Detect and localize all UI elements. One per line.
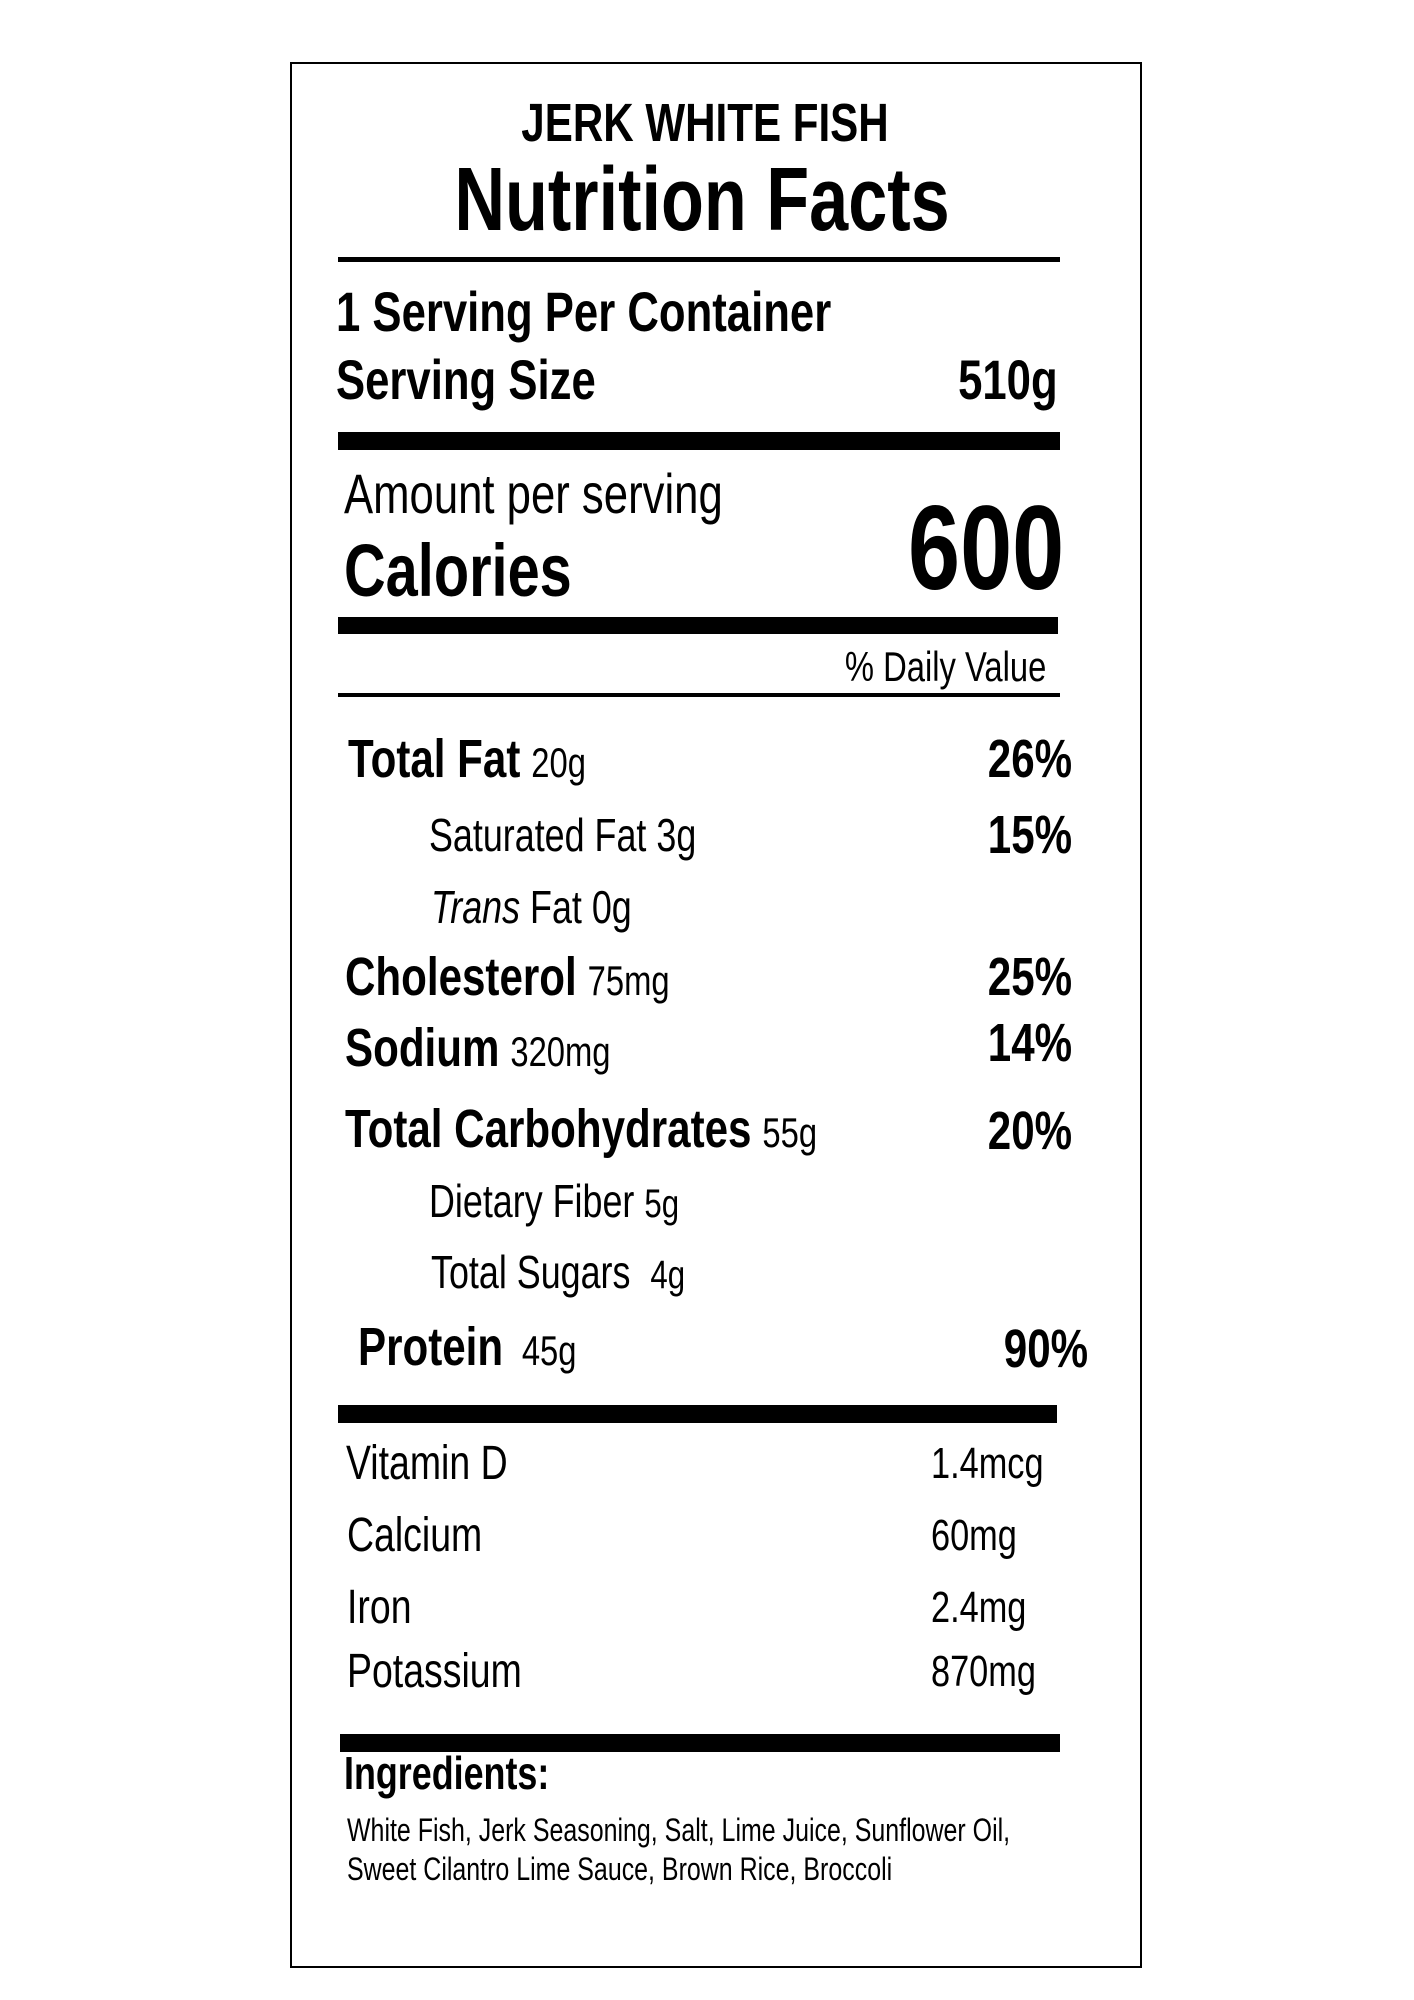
rule xyxy=(338,693,1060,697)
vitamin-amount: 870mg xyxy=(931,1647,1036,1696)
nutrient-row: Total Sugars 4g xyxy=(431,1249,685,1295)
serving-size-value: 510g xyxy=(958,348,1058,411)
nutrient-name: Dietary Fiber xyxy=(429,1175,635,1227)
vitamin-amount: 2.4mg xyxy=(931,1583,1027,1632)
vitamin-name: Iron xyxy=(347,1581,412,1634)
nutrient-row: Cholesterol 75mg xyxy=(345,950,670,1004)
nutrient-amount: 20g xyxy=(531,739,586,786)
nutrient-name: Cholesterol xyxy=(345,947,577,1007)
rule xyxy=(338,432,1060,450)
nutrient-dv: 15% xyxy=(987,805,1072,865)
nutrient-amount: 320mg xyxy=(510,1028,611,1075)
label-border xyxy=(290,62,1142,1968)
calories-value: 600 xyxy=(907,481,1064,615)
rule xyxy=(338,1405,1057,1423)
ingredients-label: Ingredients: xyxy=(344,1747,550,1799)
nutrient-amount: 75mg xyxy=(587,957,670,1004)
nutrient-row: Total Carbohydrates 55g xyxy=(345,1102,817,1156)
ingredients-line: Sweet Cilantro Lime Sauce, Brown Rice, B… xyxy=(347,1851,893,1887)
vitamin-name: Vitamin D xyxy=(346,1437,508,1490)
nutrient-name: Protein xyxy=(358,1317,504,1377)
nutrient-name: Total Carbohydrates xyxy=(345,1099,752,1159)
nutrient-name: Total Sugars xyxy=(431,1246,631,1298)
calories-label: Calories xyxy=(344,529,572,612)
rule xyxy=(338,617,1058,634)
nutrient-dv: 26% xyxy=(987,729,1072,789)
amount-per-serving: Amount per serving xyxy=(344,462,723,525)
nutrient-name: Total Fat xyxy=(348,729,521,789)
nutrient-amount: 3g xyxy=(656,809,697,861)
nutrient-name: Sodium xyxy=(345,1018,500,1078)
label-title: Nutrition Facts xyxy=(454,150,950,250)
nutrient-row: Dietary Fiber 5g xyxy=(429,1178,679,1224)
nutrient-dv: 25% xyxy=(987,947,1072,1007)
nutrient-amount: 45g xyxy=(521,1327,577,1374)
nutrient-row: Trans Fat 0g xyxy=(431,884,632,930)
nutrient-name: Saturated Fat xyxy=(429,809,647,861)
nutrient-amount: 4g xyxy=(650,1253,686,1297)
nutrient-row: Protein 45g xyxy=(358,1320,576,1374)
vitamin-amount: 60mg xyxy=(931,1511,1017,1560)
product-name: JERK WHITE FISH xyxy=(521,93,889,153)
nutrient-amount: 55g xyxy=(762,1109,818,1156)
serving-size-label: Serving Size xyxy=(336,348,596,411)
nutrient-row: Sodium 320mg xyxy=(345,1021,611,1075)
vitamin-name: Calcium xyxy=(347,1509,483,1562)
ingredients-line: White Fish, Jerk Seasoning, Salt, Lime J… xyxy=(347,1812,1011,1848)
nutrient-name: Fat xyxy=(530,881,582,933)
nutrient-row: Saturated Fat 3g xyxy=(429,812,696,858)
nutrient-row: Total Fat 20g xyxy=(348,732,586,786)
nutrient-name-italic: Trans xyxy=(431,881,521,933)
vitamin-name: Potassium xyxy=(347,1645,522,1698)
nutrient-dv: 14% xyxy=(987,1013,1072,1073)
daily-value-header: % Daily Value xyxy=(844,643,1046,690)
rule xyxy=(340,1734,1060,1752)
servings-per-container: 1 Serving Per Container xyxy=(336,280,832,343)
nutrient-dv: 20% xyxy=(987,1101,1072,1161)
nutrient-amount: 5g xyxy=(644,1182,680,1226)
rule xyxy=(338,257,1060,262)
vitamin-amount: 1.4mcg xyxy=(931,1439,1044,1488)
nutrient-dv: 90% xyxy=(1003,1319,1088,1379)
nutrient-amount: 0g xyxy=(591,881,632,933)
